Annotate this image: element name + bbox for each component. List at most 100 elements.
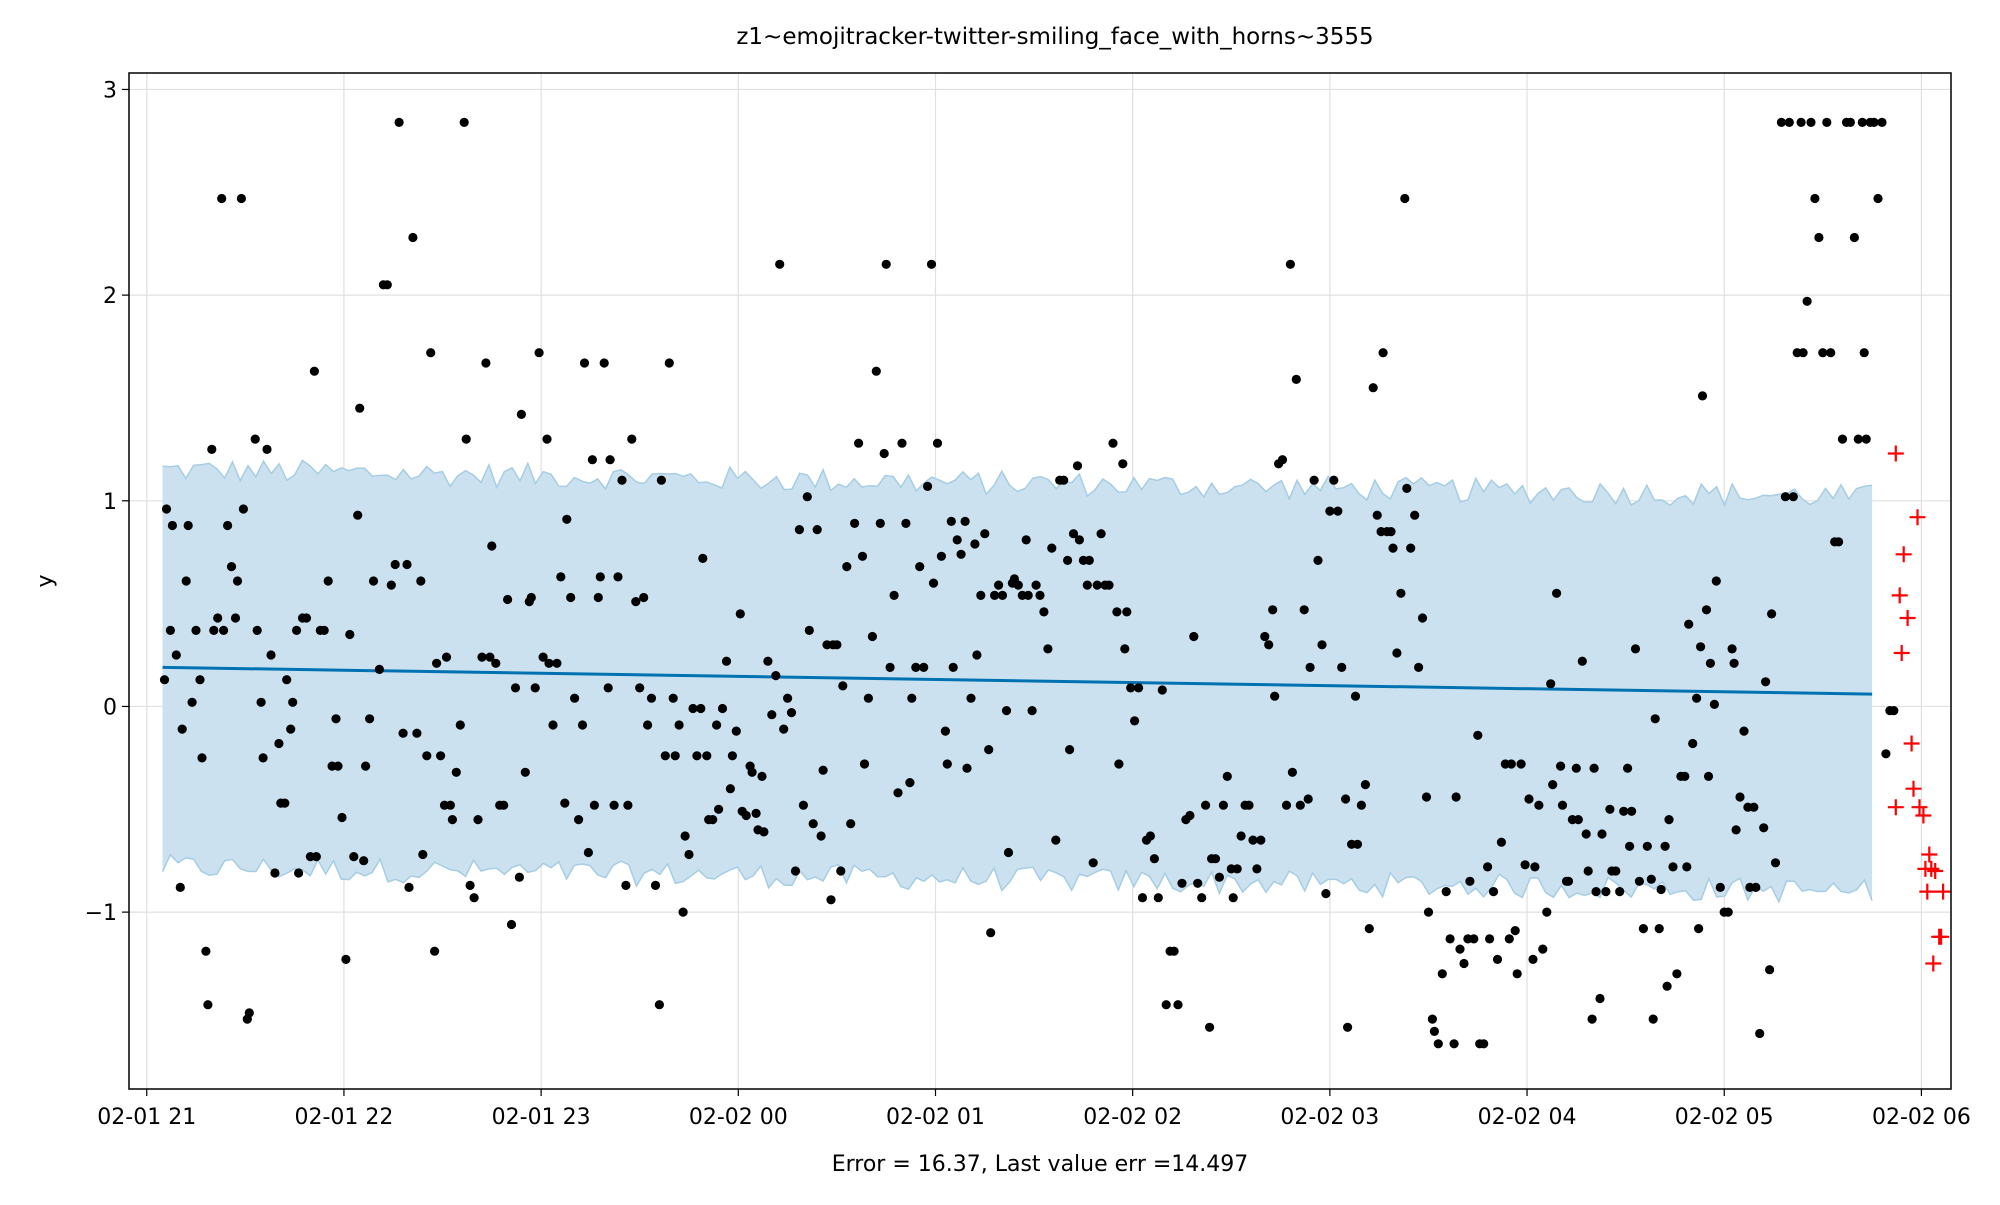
future-point — [1923, 860, 1940, 877]
observed-point — [1520, 860, 1530, 870]
observed-point — [1451, 792, 1461, 802]
observed-point — [714, 804, 724, 814]
observed-point — [1108, 438, 1118, 448]
observed-point — [881, 259, 891, 269]
future-point — [1891, 587, 1908, 604]
observed-point — [599, 358, 609, 368]
observed-point — [288, 697, 298, 707]
y-tick-label: 2 — [103, 284, 117, 309]
observed-point — [678, 907, 688, 917]
observed-point — [1072, 461, 1083, 471]
observed-point — [1770, 858, 1781, 868]
observed-point — [1496, 837, 1506, 847]
observed-point — [1869, 117, 1879, 127]
observed-point — [1849, 232, 1859, 243]
observed-point — [1889, 706, 1899, 716]
observed-point — [319, 625, 329, 636]
observed-point — [932, 438, 943, 448]
observed-point — [232, 576, 243, 586]
observed-point — [970, 539, 980, 549]
observed-point — [1650, 714, 1660, 724]
observed-point — [341, 954, 351, 965]
observed-point — [1074, 535, 1084, 545]
observed-point — [1228, 893, 1238, 903]
observed-point — [1437, 969, 1447, 979]
observed-point — [1114, 759, 1124, 769]
observed-point — [1035, 590, 1045, 601]
observed-point — [1591, 887, 1601, 897]
observed-point — [1656, 884, 1666, 895]
observed-point — [850, 518, 860, 529]
observed-point — [1356, 800, 1366, 810]
observed-point — [294, 868, 304, 878]
observed-point — [670, 751, 680, 761]
future-point — [1921, 846, 1938, 863]
observed-point — [1118, 459, 1128, 469]
observed-point — [1368, 383, 1378, 393]
observed-point — [1672, 969, 1682, 979]
observed-point — [1538, 944, 1548, 954]
observed-point — [674, 720, 684, 730]
observed-point — [1767, 609, 1777, 619]
observed-point — [871, 366, 881, 376]
observed-point — [1177, 878, 1187, 888]
observed-point — [692, 751, 702, 761]
observed-point — [1299, 605, 1309, 615]
observed-point — [562, 514, 572, 524]
observed-point — [1402, 483, 1412, 493]
observed-point — [763, 656, 773, 666]
observed-point — [1096, 529, 1106, 539]
observed-point — [1092, 580, 1102, 590]
observed-point — [1406, 543, 1416, 553]
observed-point — [159, 675, 170, 685]
observed-point — [1504, 934, 1514, 944]
observed-point — [386, 580, 396, 590]
observed-point — [1776, 117, 1786, 127]
observed-point — [1039, 607, 1049, 617]
observed-point — [1469, 934, 1479, 944]
observed-point — [1068, 529, 1079, 539]
observed-point — [1623, 763, 1633, 773]
observed-point — [767, 710, 777, 720]
observed-point — [731, 726, 741, 736]
observed-point — [1277, 455, 1288, 465]
observed-point — [583, 847, 594, 858]
observed-point — [1065, 745, 1075, 755]
observed-point — [487, 541, 497, 551]
observed-point — [1662, 981, 1672, 991]
observed-point — [1615, 887, 1625, 897]
observed-point — [1305, 662, 1315, 673]
observed-point — [469, 893, 479, 903]
observed-point — [368, 576, 379, 586]
observed-point — [605, 455, 615, 465]
observed-point — [1063, 555, 1073, 566]
observed-point — [1214, 872, 1224, 882]
observed-point — [207, 444, 217, 454]
x-tick-label: 02-01 23 — [492, 1105, 591, 1130]
observed-point — [331, 714, 341, 724]
observed-point — [1193, 878, 1203, 888]
observed-point — [1528, 954, 1538, 965]
observed-point — [183, 520, 193, 531]
observed-point — [684, 849, 694, 860]
observed-point — [783, 693, 793, 703]
observed-point — [292, 625, 302, 636]
observed-point — [548, 720, 558, 730]
observed-point — [1268, 605, 1278, 615]
observed-point — [875, 518, 885, 529]
chart-title: z1~emojitracker-twitter-smiling_face_wit… — [736, 24, 1373, 50]
observed-point — [1112, 607, 1122, 617]
observed-point — [1810, 193, 1820, 204]
observed-point — [928, 578, 939, 588]
observed-point — [1264, 640, 1274, 650]
observed-point — [361, 761, 371, 771]
observed-point — [1185, 810, 1195, 821]
observed-point — [514, 872, 525, 882]
observed-point — [972, 650, 982, 660]
observed-point — [936, 551, 947, 561]
observed-point — [1727, 644, 1737, 654]
future-point — [1905, 780, 1922, 797]
observed-point — [940, 726, 951, 736]
observed-point — [538, 652, 548, 662]
observed-point — [1861, 434, 1871, 444]
